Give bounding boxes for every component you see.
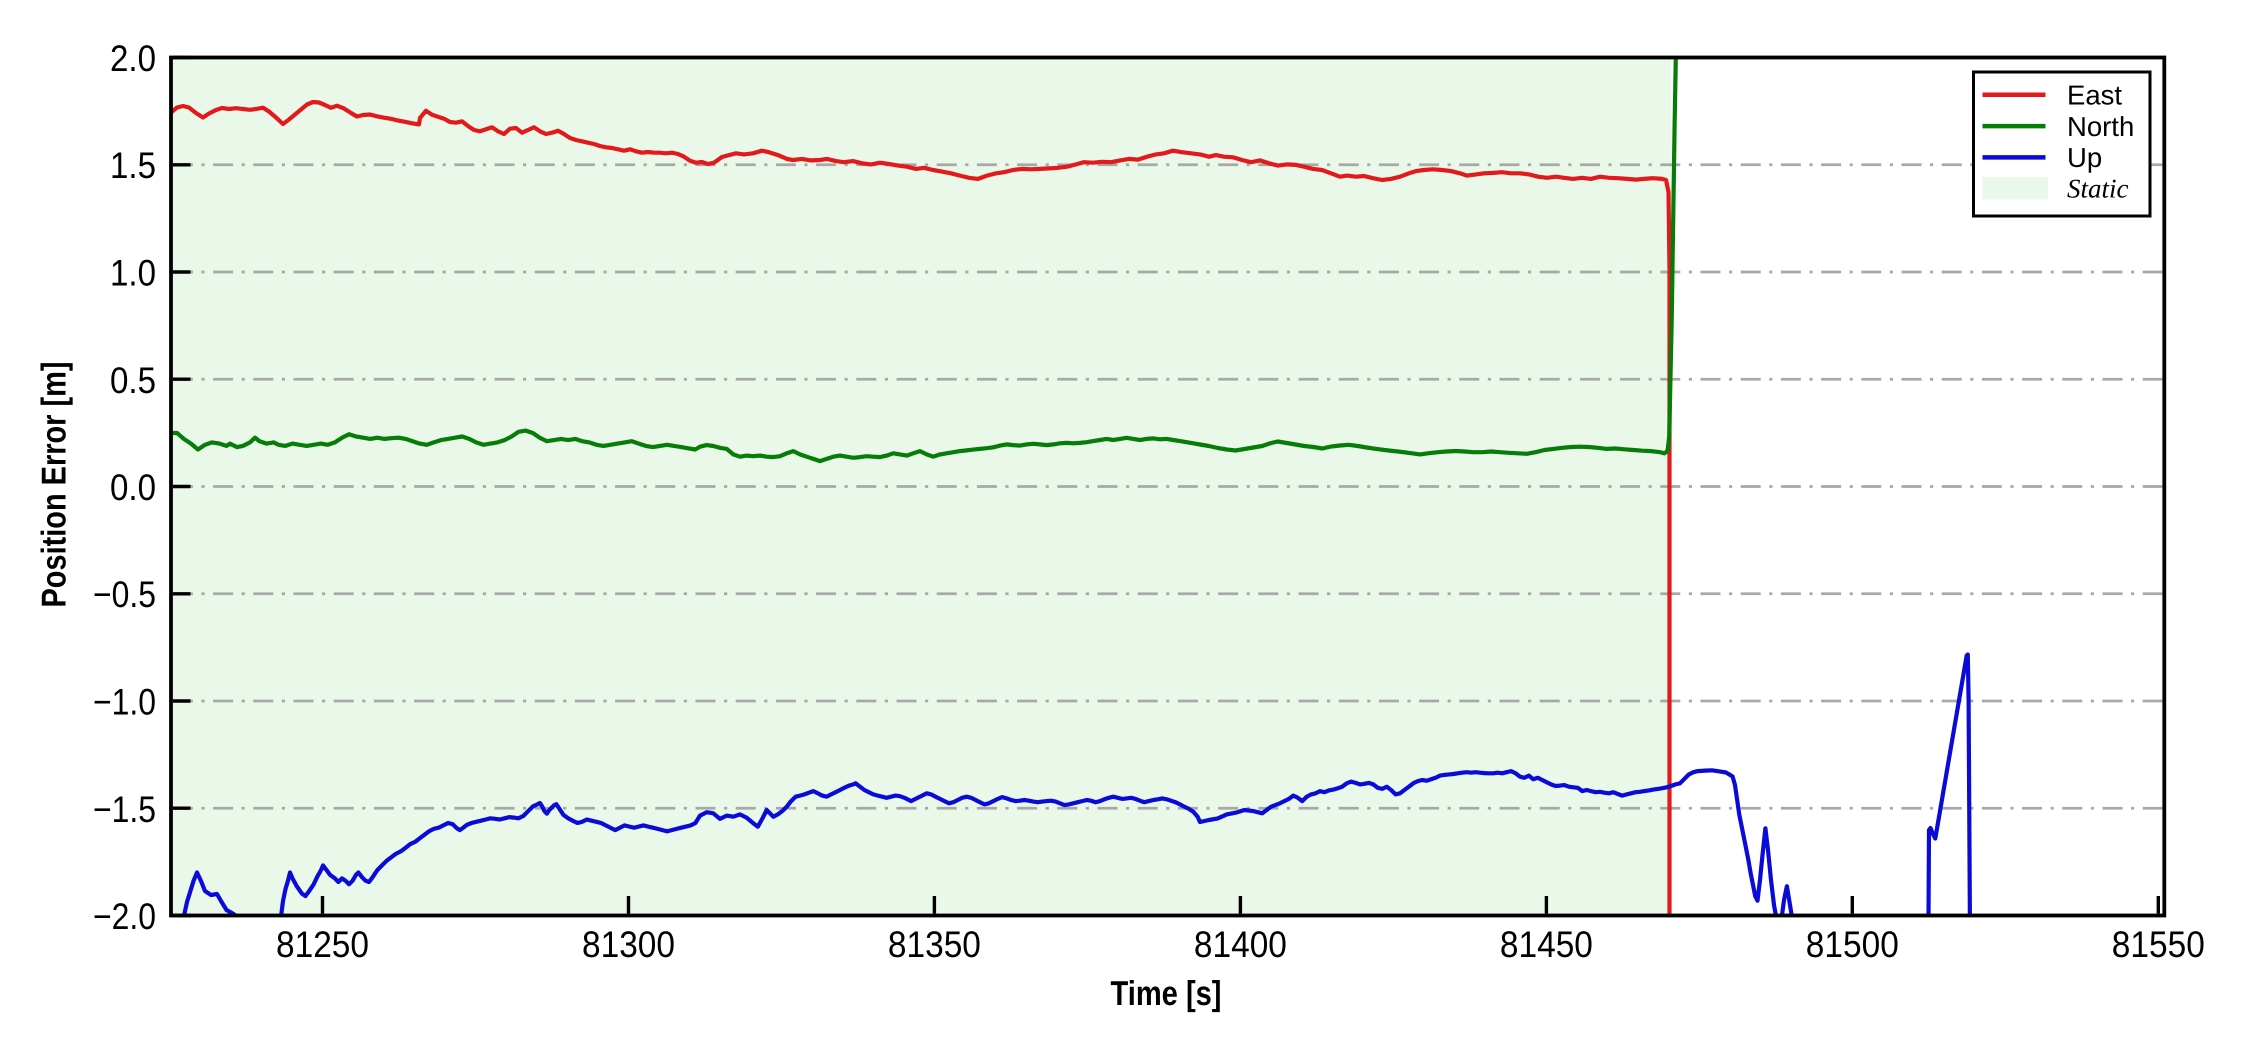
- svg-text:81550: 81550: [2112, 924, 2205, 965]
- svg-text:0.5: 0.5: [110, 360, 156, 401]
- svg-text:Time [s]: Time [s]: [1111, 975, 1222, 1013]
- svg-text:0.0: 0.0: [110, 467, 156, 508]
- svg-text:Up: Up: [2067, 142, 2102, 173]
- svg-text:North: North: [2067, 111, 2134, 142]
- svg-text:−1.5: −1.5: [93, 789, 156, 830]
- svg-text:1.0: 1.0: [110, 253, 156, 294]
- svg-text:81300: 81300: [582, 924, 675, 965]
- svg-text:−1.0: −1.0: [93, 682, 156, 723]
- svg-text:81450: 81450: [1500, 924, 1593, 965]
- svg-text:−2.0: −2.0: [93, 896, 156, 937]
- svg-text:−0.5: −0.5: [93, 574, 156, 615]
- svg-text:Position Error [m]: Position Error [m]: [36, 362, 74, 608]
- svg-text:East: East: [2067, 80, 2122, 111]
- svg-text:1.5: 1.5: [110, 145, 156, 186]
- svg-text:81250: 81250: [276, 924, 369, 965]
- svg-text:81500: 81500: [1806, 924, 1899, 965]
- svg-text:Static: Static: [2067, 174, 2129, 204]
- svg-text:81350: 81350: [888, 924, 981, 965]
- svg-text:81400: 81400: [1194, 924, 1287, 965]
- svg-text:2.0: 2.0: [110, 38, 156, 79]
